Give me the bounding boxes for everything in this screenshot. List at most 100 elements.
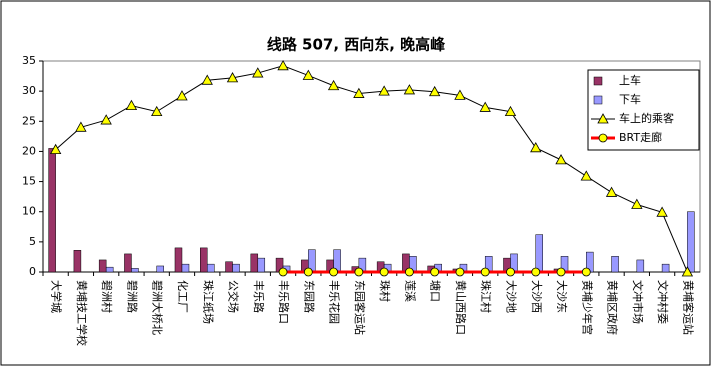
line-marker xyxy=(403,84,416,95)
y-tick-label: 30 xyxy=(22,84,36,97)
x-tick-label: 大学城 xyxy=(50,280,64,313)
y-tick-label: 35 xyxy=(22,54,36,67)
line-marker xyxy=(201,74,213,85)
line-marker xyxy=(378,85,390,96)
legend-label: 车上的乘客 xyxy=(619,111,674,125)
x-tick-label: 珠江村 xyxy=(479,280,493,313)
chart-title: 线路 507, 西向东, 晚高峰 xyxy=(267,36,446,54)
line-marker xyxy=(430,267,440,277)
x-tick-label: 文冲村委 xyxy=(656,280,670,324)
x-tick-label: 莲溪 xyxy=(403,280,416,302)
x-tick-label: 丰乐路 xyxy=(252,280,265,313)
line-marker xyxy=(681,266,694,277)
line-marker xyxy=(656,206,668,217)
line-marker xyxy=(531,267,541,277)
bar xyxy=(257,257,266,273)
bar xyxy=(535,234,543,273)
line-marker xyxy=(631,198,643,209)
line-marker xyxy=(480,267,490,277)
line-marker xyxy=(226,72,239,83)
x-tick-label: 黄埔技工学校 xyxy=(75,280,89,346)
bar xyxy=(131,268,139,273)
x-tick-label: 珠村 xyxy=(378,280,392,302)
bar xyxy=(225,261,233,273)
bar xyxy=(73,250,82,273)
line-marker xyxy=(405,267,414,277)
x-tick-label: 塘口 xyxy=(429,280,443,302)
line-marker xyxy=(277,59,289,71)
bar xyxy=(200,247,208,273)
x-tick-label: 黄埔少年宫 xyxy=(580,280,594,335)
bar xyxy=(687,211,695,273)
line-marker xyxy=(556,267,566,277)
x-tick-label: 丰乐路口 xyxy=(277,280,290,324)
bar xyxy=(98,259,107,273)
line-marker xyxy=(302,69,315,80)
x-tick-label: 东园客运站 xyxy=(353,280,367,335)
x-tick-label: 文冲市场 xyxy=(631,280,645,324)
legend-label: 下车 xyxy=(619,92,641,106)
x-tick-label: 大沙东 xyxy=(555,280,569,313)
line-marker xyxy=(555,154,567,165)
x-tick-label: 黄埔区政府 xyxy=(606,280,620,335)
bar xyxy=(156,265,164,273)
line-marker xyxy=(581,267,591,277)
x-tick-label: 黄埔客运站 xyxy=(681,280,695,335)
bar xyxy=(105,266,114,273)
legend-marker xyxy=(598,133,608,143)
line-marker xyxy=(327,79,340,91)
line-marker xyxy=(504,105,517,117)
line-marker xyxy=(252,67,264,78)
line-marker xyxy=(329,267,338,277)
y-tick-label: 20 xyxy=(22,144,36,157)
line-marker xyxy=(379,267,389,277)
bar xyxy=(124,253,132,273)
line-marker xyxy=(580,170,592,181)
bar xyxy=(232,263,240,273)
x-tick-label: 化工厂 xyxy=(176,280,190,313)
line-marker xyxy=(303,267,313,277)
bar xyxy=(636,259,645,273)
line-marker xyxy=(278,267,288,277)
y-tick-label: 25 xyxy=(22,114,36,127)
line-marker xyxy=(176,90,188,101)
line-marker xyxy=(49,143,62,155)
line-marker xyxy=(454,89,466,100)
x-tick-label: 黄山西路口 xyxy=(454,280,468,335)
line-marker xyxy=(354,267,364,277)
y-tick-label: 15 xyxy=(22,175,36,188)
legend-marker xyxy=(597,113,609,124)
x-tick-label: 东园路 xyxy=(302,280,315,313)
x-tick-label: 公交场 xyxy=(227,280,241,313)
bar xyxy=(181,263,190,273)
bar xyxy=(250,253,259,273)
bar xyxy=(661,263,670,273)
y-tick-label: 5 xyxy=(29,235,36,248)
line-marker xyxy=(353,87,365,98)
line-marker xyxy=(428,85,441,97)
x-tick-label: 碧洲村 xyxy=(100,280,114,313)
x-tick-label: 碧洲路 xyxy=(125,280,138,313)
line xyxy=(55,65,688,273)
x-tick-label: 大沙地 xyxy=(504,280,518,313)
line-marker xyxy=(75,121,87,132)
bar xyxy=(174,247,183,273)
legend-label: 上车 xyxy=(619,73,641,87)
line-marker xyxy=(455,267,465,277)
line-marker xyxy=(530,141,542,153)
line-marker xyxy=(605,186,618,197)
legend-swatch xyxy=(593,95,603,105)
x-tick-label: 珠江纸场 xyxy=(201,280,215,324)
x-tick-label: 大沙西 xyxy=(530,280,544,313)
line-marker xyxy=(151,105,163,117)
bar xyxy=(611,256,619,273)
legend-label: BRT走廊 xyxy=(619,130,662,144)
x-tick-label: 碧洲大桥北 xyxy=(151,280,165,335)
line-marker xyxy=(100,114,112,125)
line-marker xyxy=(125,99,138,111)
line-marker xyxy=(479,101,491,112)
bar xyxy=(48,148,56,273)
bar xyxy=(207,263,215,273)
line-marker xyxy=(506,267,515,277)
